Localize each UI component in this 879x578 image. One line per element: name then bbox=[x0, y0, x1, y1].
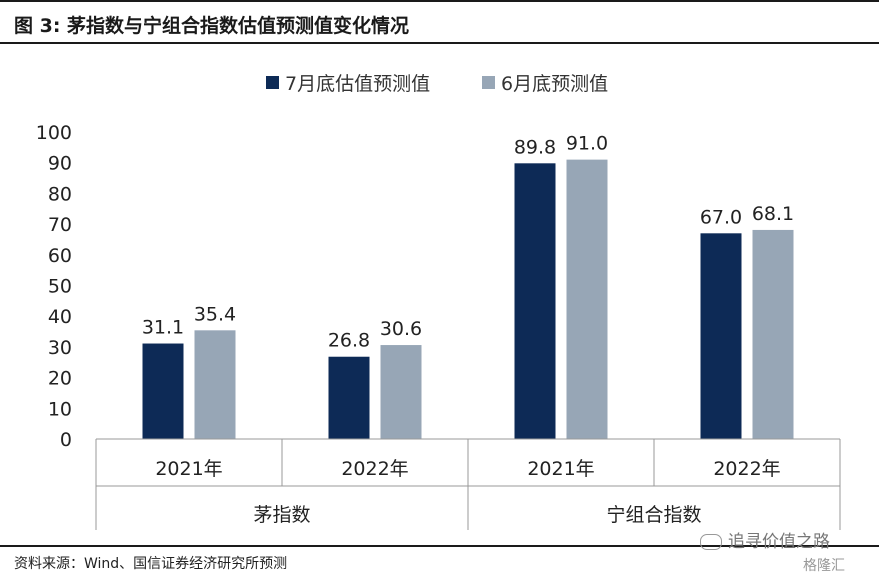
data-label: 26.8 bbox=[328, 330, 370, 352]
bar-series-2 bbox=[194, 330, 236, 439]
data-label: 68.1 bbox=[752, 203, 794, 225]
y-tick-label: 50 bbox=[48, 276, 72, 298]
bar-series-1 bbox=[328, 356, 370, 439]
x-category-label: 2021年 bbox=[527, 458, 594, 480]
y-tick-label: 0 bbox=[60, 429, 72, 451]
data-label: 31.1 bbox=[142, 317, 184, 339]
legend-label-2: 6月底预测值 bbox=[501, 73, 608, 95]
data-label: 89.8 bbox=[514, 136, 556, 158]
y-tick-label: 90 bbox=[48, 153, 72, 175]
data-label: 35.4 bbox=[194, 303, 236, 325]
x-category-label: 2021年 bbox=[155, 458, 222, 480]
y-tick-label: 40 bbox=[48, 306, 72, 328]
source-note: 资料来源：Wind、国信证券经济研究所预测 bbox=[14, 556, 288, 572]
bar-series-2 bbox=[566, 159, 608, 439]
bar-chart: 7月底估值预测值 6月底预测值 0 10 20 30 40 50 60 70 80 90 100 31.1… bbox=[36, 73, 841, 530]
bar-series-2 bbox=[752, 229, 794, 439]
watermark-text: 追寻价值之路 bbox=[728, 532, 830, 552]
x-category-label: 2022年 bbox=[713, 458, 780, 480]
y-tick-label: 100 bbox=[36, 122, 72, 144]
bar-series-1 bbox=[142, 343, 184, 439]
bar-series-1 bbox=[514, 163, 556, 439]
top-rule bbox=[0, 0, 879, 2]
data-label: 67.0 bbox=[700, 206, 742, 228]
x-category-label: 2022年 bbox=[341, 458, 408, 480]
wechat-icon bbox=[700, 534, 722, 550]
legend-label-1: 7月底估值预测值 bbox=[285, 73, 430, 95]
bar-series-1 bbox=[700, 233, 742, 439]
y-tick-label: 80 bbox=[48, 183, 72, 205]
y-tick-label: 70 bbox=[48, 214, 72, 236]
watermark: 追寻价值之路 bbox=[700, 527, 830, 552]
data-label: 91.0 bbox=[566, 133, 608, 155]
bottom-rule bbox=[0, 545, 879, 547]
y-tick-label: 20 bbox=[48, 368, 72, 390]
bar-series-2 bbox=[380, 345, 422, 439]
x-group-label: 茅指数 bbox=[253, 504, 310, 526]
legend-swatch-1 bbox=[266, 76, 279, 89]
x-group-label: 宁组合指数 bbox=[606, 504, 701, 526]
legend-swatch-2 bbox=[482, 76, 495, 89]
logo: 格隆汇 bbox=[803, 558, 845, 574]
y-tick-label: 10 bbox=[48, 398, 72, 420]
title-rule bbox=[0, 42, 879, 44]
data-label: 30.6 bbox=[380, 318, 422, 340]
y-tick-label: 60 bbox=[48, 245, 72, 267]
figure-header: 图 3: 茅指数与宁组合指数估值预测值变化情况 bbox=[0, 0, 879, 44]
figure-title: 图 3: 茅指数与宁组合指数估值预测值变化情况 bbox=[14, 15, 410, 37]
y-tick-label: 30 bbox=[48, 337, 72, 359]
